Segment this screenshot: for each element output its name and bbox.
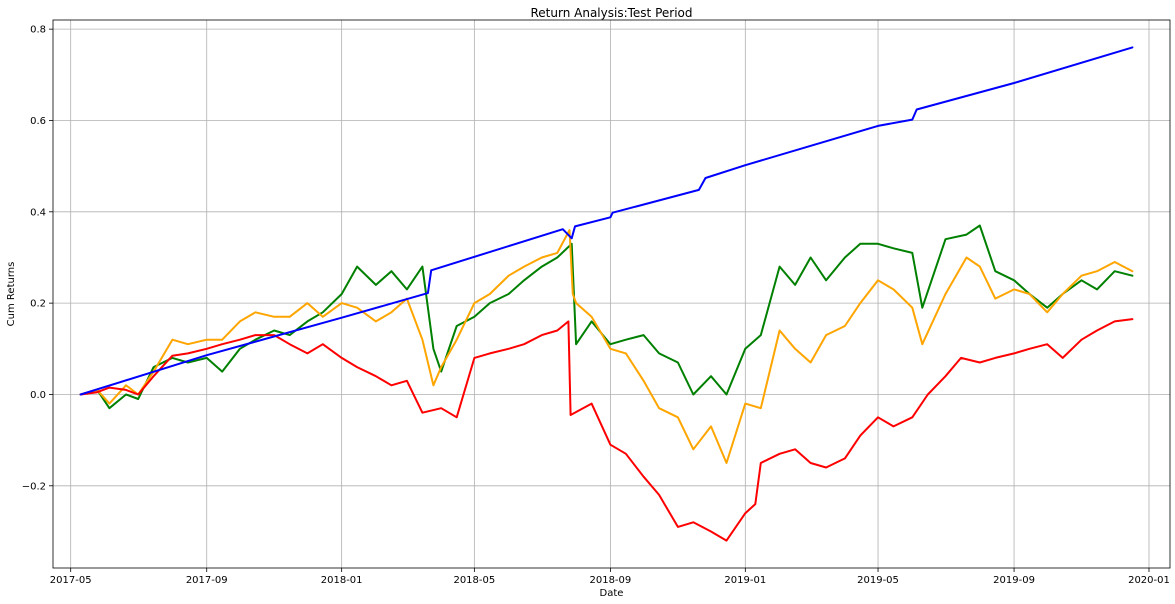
x-tick-label: 2019-05 (857, 575, 899, 586)
x-tick-label: 2017-05 (50, 575, 92, 586)
x-tick-label: 2017-09 (186, 575, 228, 586)
y-tick-label: 0.0 (30, 390, 46, 401)
x-tick-label: 2019-09 (993, 575, 1035, 586)
y-tick-label: 0.2 (30, 299, 46, 310)
plot-frame (52, 19, 1171, 569)
series-group (79, 46, 1134, 542)
series-line-3 (79, 229, 1134, 464)
series-line-2 (79, 224, 1134, 410)
x-tick-label: 2020-01 (1128, 575, 1170, 586)
x-axis-label: Date (600, 588, 624, 599)
y-axis-label: Cum Returns (6, 262, 17, 327)
series-line-1 (79, 46, 1134, 396)
y-tick-label: 0.6 (30, 116, 46, 127)
grid-lines (53, 20, 1170, 568)
series-line-4 (79, 318, 1134, 542)
x-axis-ticks: 2017-05 2017-09 2018-01 2018-05 2018-09 2019-… (50, 568, 1170, 586)
chart-title: Return Analysis:Test Period (531, 6, 693, 20)
x-tick-label: 2018-09 (589, 575, 631, 586)
y-tick-label: 0.8 (30, 25, 46, 36)
x-tick-label: 2018-01 (321, 575, 363, 586)
y-axis-ticks: −0.2 0.0 0.2 0.4 0.6 0.8 (22, 25, 53, 492)
y-tick-label: 0.4 (30, 207, 46, 218)
x-tick-label: 2019-01 (724, 575, 766, 586)
y-tick-label: −0.2 (22, 481, 46, 492)
x-tick-label: 2018-05 (453, 575, 495, 586)
